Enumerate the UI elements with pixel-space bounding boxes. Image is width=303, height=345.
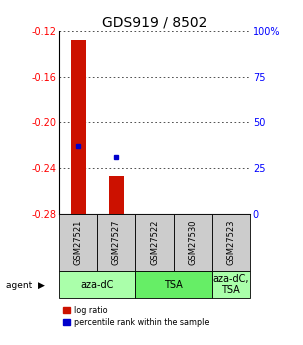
Text: aza-dC,
TSA: aza-dC, TSA (213, 274, 249, 295)
Bar (97, 214, 135, 271)
Text: GSM27527: GSM27527 (112, 220, 121, 265)
Bar (135, 271, 212, 298)
Text: agent  ▶: agent ▶ (6, 281, 45, 290)
Title: GDS919 / 8502: GDS919 / 8502 (102, 16, 207, 30)
Text: GSM27521: GSM27521 (74, 220, 83, 265)
Bar (135, 214, 174, 271)
Bar (59, 271, 135, 298)
Bar (212, 271, 250, 298)
Bar (59, 214, 97, 271)
Text: GSM27530: GSM27530 (188, 220, 197, 265)
Legend: log ratio, percentile rank within the sample: log ratio, percentile rank within the sa… (63, 306, 210, 327)
Text: GSM27523: GSM27523 (226, 220, 235, 265)
Bar (174, 214, 212, 271)
Bar (109, 176, 124, 214)
Text: TSA: TSA (164, 280, 183, 289)
Bar (212, 214, 250, 271)
Bar (71, 40, 86, 214)
Text: GSM27522: GSM27522 (150, 220, 159, 265)
Text: aza-dC: aza-dC (81, 280, 114, 289)
